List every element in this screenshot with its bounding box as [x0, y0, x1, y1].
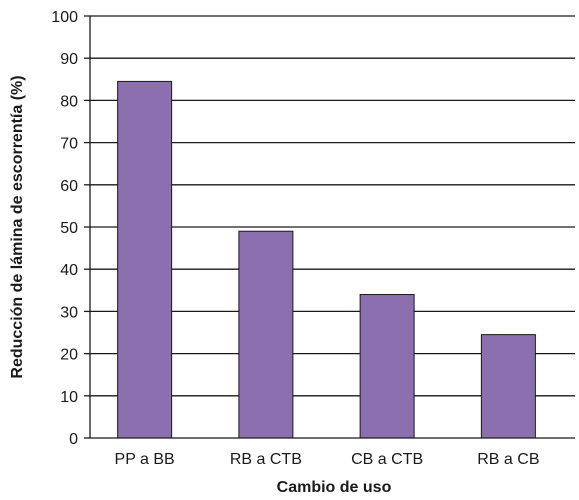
y-tick-label: 70: [60, 136, 78, 153]
y-tick-label: 30: [60, 304, 78, 321]
y-tick-label: 100: [51, 9, 78, 26]
x-tick-label: CB a CTB: [351, 451, 423, 468]
bar: [118, 81, 172, 438]
bars: [118, 81, 536, 438]
x-axis-title: Cambio de uso: [277, 479, 392, 496]
x-tick-label: RB a CTB: [230, 451, 302, 468]
y-tick-label: 90: [60, 51, 78, 68]
y-tick-label: 40: [60, 262, 78, 279]
y-tick-label: 20: [60, 347, 78, 364]
x-tick-label: PP a BB: [115, 451, 175, 468]
x-tick-label: RB a CB: [477, 451, 539, 468]
bar: [481, 335, 535, 438]
x-tick-labels: PP a BB RB a CTB CB a CTB RB a CB: [115, 451, 540, 468]
bar: [360, 295, 414, 438]
y-tick-label: 0: [69, 431, 78, 448]
y-tick-label: 80: [60, 93, 78, 110]
y-tick-label: 60: [60, 178, 78, 195]
y-tick-label: 50: [60, 220, 78, 237]
y-tick-labels: 0 10 20 30 40 50 60 70 80 90 100: [51, 9, 78, 448]
y-axis-title: Reducción de lámina de escorrentía (%): [9, 75, 26, 378]
y-tick-label: 10: [60, 389, 78, 406]
bar: [239, 231, 293, 438]
